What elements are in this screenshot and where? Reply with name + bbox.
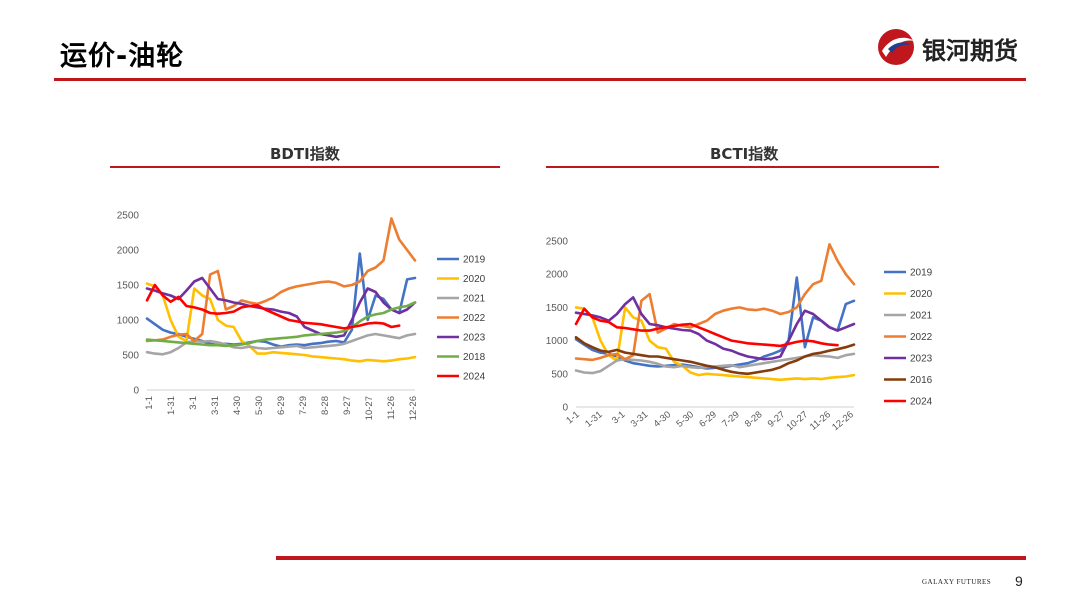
bcti-x-tick-label: 3-31	[629, 409, 651, 430]
bdti-x-tick-label: 4-30	[232, 396, 243, 415]
bcti-legend-label: 2019	[910, 268, 933, 279]
bdti-series-2018	[145, 301, 417, 348]
bcti-x-tick-label: 1-31	[583, 409, 605, 430]
bcti-x-tick-label: 4-30	[652, 409, 674, 430]
bdti-legend-label: 2019	[463, 255, 486, 266]
bcti-series-2024	[574, 307, 839, 348]
bdti-legend-label: 2024	[463, 372, 486, 383]
bdti-legend-label: 2018	[463, 352, 486, 363]
bcti-x-tick-label: 5-30	[674, 409, 696, 430]
bdti-legend-label: 2020	[463, 274, 486, 285]
bcti-y-tick-label: 500	[551, 369, 568, 380]
page-number: 9	[1015, 573, 1023, 589]
bdti-y-tick-label: 2500	[117, 211, 140, 222]
bdti-x-tick-label: 3-31	[210, 396, 221, 415]
bcti-legend-label: 2021	[910, 311, 933, 322]
page-title: 运价-油轮	[60, 41, 185, 72]
bcti-chart-title: BCTI指数	[710, 145, 779, 163]
bcti-y-tick-label: 1500	[546, 303, 569, 314]
bdti-x-tick-label: 5-30	[254, 396, 265, 415]
bcti-x-tick-label: 3-1	[610, 409, 628, 426]
bdti-series-2024	[145, 283, 401, 330]
bdti-y-tick-label: 0	[133, 386, 139, 397]
bcti-legend-label: 2024	[910, 397, 933, 408]
bcti-x-tick-label: 10-27	[784, 409, 810, 433]
bcti-x-tick-label: 9-27	[766, 409, 788, 430]
bdti-x-tick-label: 8-28	[320, 396, 331, 415]
bcti-y-tick-label: 2500	[546, 237, 569, 248]
bdti-y-tick-label: 1000	[117, 316, 140, 327]
bcti-x-tick-label: 8-28	[743, 409, 765, 430]
bdti-x-tick-label: 12-26	[408, 396, 419, 420]
bdti-y-tick-label: 1500	[117, 281, 140, 292]
bcti-series-2022	[574, 242, 856, 362]
bcti-legend-label: 2023	[910, 354, 933, 365]
bdti-x-tick-label: 1-31	[166, 396, 177, 415]
company-logo: 银河期货	[876, 27, 1036, 67]
bdti-chart-title: BDTI指数	[270, 145, 340, 163]
bcti-x-tick-label: 11-26	[808, 409, 833, 433]
bdti-series-2021	[145, 332, 417, 356]
bdti-y-tick-label: 2000	[117, 246, 140, 257]
header-divider	[54, 78, 1026, 81]
bdti-x-tick-label: 7-29	[298, 396, 309, 415]
bdti-title-rule	[110, 166, 500, 168]
bdti-x-tick-label: 3-1	[188, 396, 199, 410]
bdti-series-2023	[145, 276, 417, 339]
bdti-legend-label: 2021	[463, 294, 486, 305]
bcti-title-rule	[546, 166, 939, 168]
bcti-legend-label: 2020	[910, 289, 933, 300]
bcti-y-tick-label: 2000	[546, 270, 569, 281]
galaxy-logo-icon	[878, 29, 914, 65]
bcti-series-2020	[574, 306, 856, 382]
bcti-series-2023	[574, 296, 856, 361]
bdti-chart: 0 500 1000 1500 2000 2500 1-1 1-31 3-1 3-31 4-30 5-…	[117, 211, 486, 421]
bdti-x-tick-label: 10-27	[364, 396, 375, 420]
bcti-y-tick-label: 0	[562, 403, 568, 414]
bdti-legend-label: 2022	[463, 313, 486, 324]
footer-brand: GALAXY FUTURES	[922, 578, 992, 586]
bdti-x-tick-label: 11-26	[386, 396, 397, 420]
bcti-x-tick-label: 12-26	[830, 409, 856, 433]
bcti-legend-label: 2022	[910, 332, 933, 343]
bdti-legend-label: 2023	[463, 333, 486, 344]
bdti-series-2022	[145, 217, 417, 343]
footer-divider	[276, 556, 1026, 560]
bcti-x-tick-label: 6-29	[697, 409, 719, 430]
bcti-legend-label: 2016	[910, 375, 933, 386]
bdti-x-tick-label: 6-29	[276, 396, 287, 415]
bcti-y-tick-label: 1000	[546, 336, 569, 347]
bdti-x-tick-label: 9-27	[342, 396, 353, 415]
bdti-y-tick-label: 500	[122, 351, 139, 362]
bcti-x-tick-label: 7-29	[720, 409, 742, 430]
bcti-series-2016	[574, 336, 856, 376]
bdti-x-tick-label: 1-1	[144, 396, 155, 410]
logo-text: 银河期货	[922, 37, 1018, 65]
